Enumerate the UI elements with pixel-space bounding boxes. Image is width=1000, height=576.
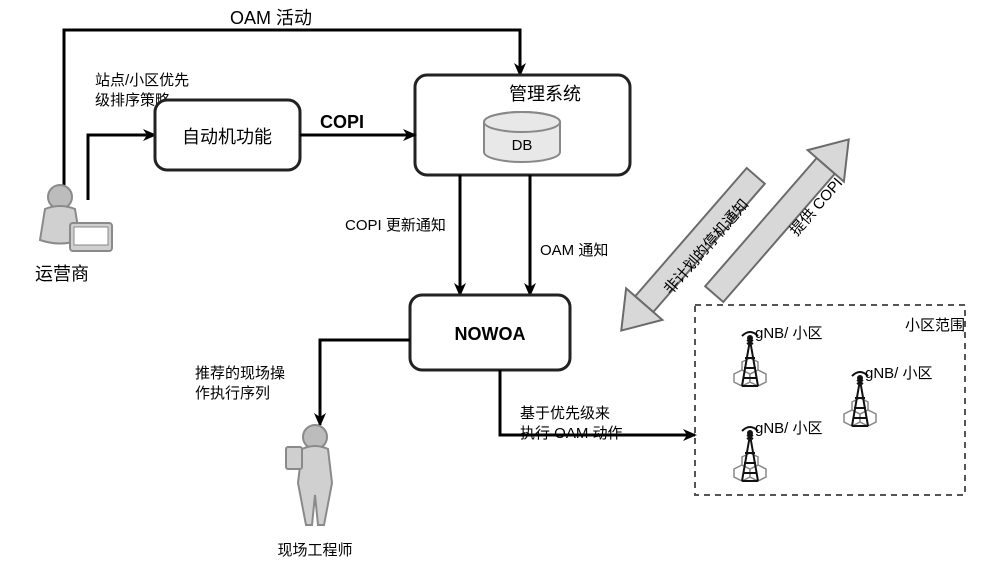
label-copi: COPI — [320, 112, 364, 132]
cell-3: gNB/ 小区 — [734, 420, 823, 481]
label-copi-update: COPI 更新通知 — [345, 217, 446, 234]
label-oam-notify: OAM 通知 — [540, 242, 608, 259]
db-icon: DB — [484, 112, 560, 162]
automaton-label: 自动机功能 — [182, 127, 272, 147]
cell-area-label: 小区范围 — [905, 317, 965, 334]
svg-text:gNB/ 小区: gNB/ 小区 — [755, 325, 823, 342]
svg-text:gNB/ 小区: gNB/ 小区 — [755, 420, 823, 437]
operator-icon — [40, 185, 112, 251]
engineer-label: 现场工程师 — [277, 542, 352, 559]
engineer-icon — [286, 425, 332, 525]
label-exec-1: 基于优先级来 — [520, 405, 610, 422]
label-reco-1: 推荐的现场操 — [195, 365, 285, 382]
svg-text:gNB/ 小区: gNB/ 小区 — [865, 365, 933, 382]
label-oam-activity: OAM 活动 — [230, 8, 312, 28]
svg-text:DB: DB — [512, 137, 533, 154]
cell-2: gNB/ 小区 — [844, 365, 933, 426]
label-priority-1: 站点/小区优先 — [95, 72, 189, 89]
operator-label: 运营商 — [35, 264, 89, 284]
label-exec-2: 执行 OAM 动作 — [520, 425, 623, 442]
mgmt-label: 管理系统 — [509, 84, 581, 104]
nowoa-label: NOWOA — [455, 324, 526, 344]
label-reco-2: 作执行序列 — [195, 385, 270, 402]
cell-1: gNB/ 小区 — [734, 325, 823, 386]
